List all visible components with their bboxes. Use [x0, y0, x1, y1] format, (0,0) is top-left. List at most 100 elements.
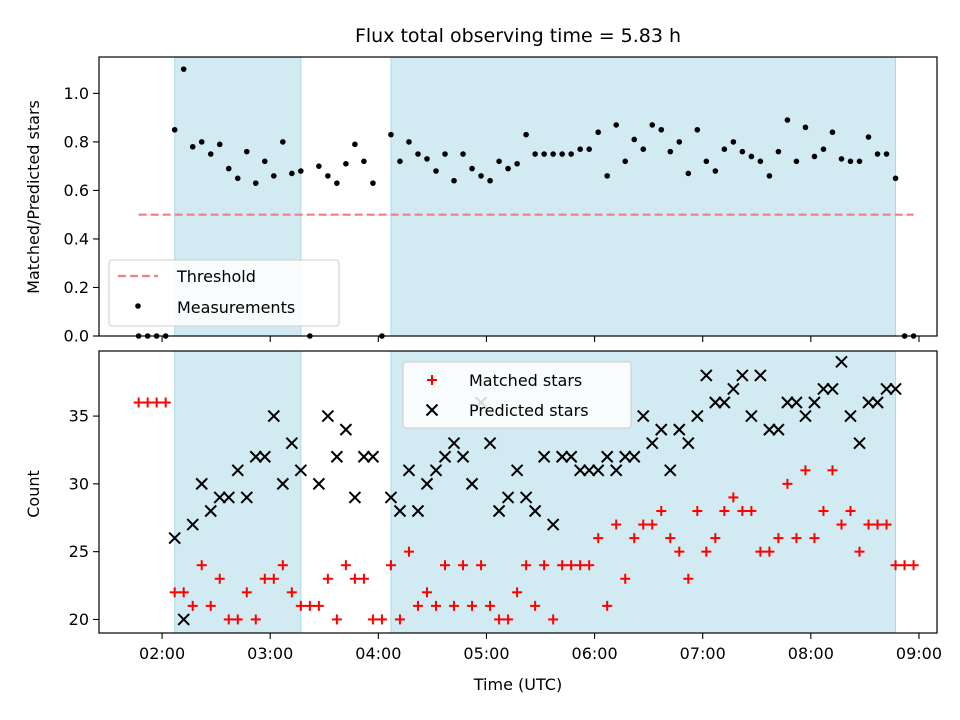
matched-star-point [656, 505, 667, 516]
measurement-point [757, 158, 764, 165]
matched-star-point [548, 614, 559, 625]
measurement-point [216, 141, 223, 148]
matched-star-point [539, 560, 550, 571]
measurement-point [424, 156, 430, 162]
matched-star-point [268, 573, 279, 584]
measurement-point [883, 151, 890, 157]
x-tick-label: 02:00 [139, 644, 185, 663]
measurement-point [487, 177, 493, 184]
matched-star-point [566, 560, 577, 571]
top-legend-box [108, 259, 340, 327]
measurement-point [640, 146, 647, 152]
measurement-point [568, 151, 574, 157]
predicted-star-point [727, 382, 740, 396]
legend-measurements-swatch [135, 303, 141, 309]
predicted-star-point [420, 477, 434, 491]
y-tick-label: 20 [69, 610, 89, 629]
measurement-point [189, 143, 196, 150]
predicted-star-point [700, 369, 713, 382]
measurement-point [198, 139, 205, 145]
predicted-star-point [492, 504, 506, 518]
predicted-star-point [393, 504, 407, 518]
matched-star-point [710, 533, 721, 544]
measurement-point [361, 158, 367, 165]
measurement-point [775, 148, 782, 155]
measurement-point [766, 173, 773, 179]
predicted-star-point [790, 396, 803, 409]
predicted-star-point [835, 355, 848, 369]
matched-star-point [782, 478, 793, 489]
matched-star-point [385, 560, 396, 571]
top-y-ticks: 0.0 0.2 0.4 0.6 0.8 1.0 [64, 84, 99, 346]
matched-star-point [241, 587, 252, 598]
predicted-star-point [501, 491, 515, 504]
measurement-point [469, 165, 475, 172]
matched-star-point [530, 600, 541, 611]
y-tick-label: 0.0 [64, 327, 89, 346]
measurement-point [802, 124, 809, 131]
matched-star-point [584, 560, 595, 571]
bottom-axes-frame [98, 350, 938, 634]
predicted-star-point [339, 423, 353, 436]
matched-star-point [701, 546, 712, 557]
predicted-star-point [691, 409, 704, 423]
matched-star-point [349, 573, 360, 584]
predicted-star-point [781, 396, 794, 409]
matched-star-point [854, 546, 865, 557]
y-tick-label: 30 [69, 474, 89, 493]
predicted-star-point [213, 491, 226, 504]
measurement-point [171, 126, 178, 133]
measurement-point [838, 156, 845, 162]
top-axes-frame [98, 56, 938, 337]
matched-star-point [809, 533, 820, 544]
matched-star-point [205, 600, 216, 611]
predicted-star-point [429, 464, 443, 477]
predicted-star-point [231, 464, 244, 477]
measurement-point [334, 180, 340, 186]
predicted-star-point [817, 382, 830, 396]
predicted-star-point [357, 450, 371, 463]
predicted-star-point [718, 396, 731, 409]
predicted-star-point [186, 518, 199, 531]
predicted-star-point [763, 423, 776, 436]
matched-star-point [890, 560, 901, 571]
measurement-point [712, 168, 719, 174]
matched-star-point [818, 505, 829, 516]
measurement-point [739, 148, 746, 155]
legend-predicted-label: Predicted stars [469, 401, 589, 420]
measurement-point [550, 151, 556, 157]
matched-star-point [214, 573, 225, 584]
legend-matched-swatch [427, 375, 437, 385]
measurement-point [676, 139, 683, 145]
measurement-point [721, 146, 728, 152]
matched-star-point [620, 573, 631, 584]
predicted-star-point [258, 450, 272, 463]
predicted-star-point [249, 450, 262, 463]
predicted-star-point [195, 477, 208, 491]
predicted-star-point [276, 477, 290, 491]
matched-star-point [827, 465, 838, 476]
matched-star-point [431, 600, 442, 611]
matched-star-point [394, 614, 405, 625]
matched-star-point [575, 560, 586, 571]
matched-star-point [160, 397, 171, 408]
top-shaded-intervals [174, 56, 897, 337]
predicted-star-point [709, 396, 722, 409]
predicted-star-point [619, 450, 632, 463]
matched-star-point [178, 587, 189, 598]
predicted-star-point [384, 491, 398, 504]
predicted-star-point [610, 464, 623, 477]
measurement-point [180, 66, 187, 72]
matched-star-point [593, 533, 604, 544]
top-y-axis-label: Matched/Predicted stars [24, 100, 43, 294]
measurement-point [225, 165, 232, 172]
matched-stars-points [133, 397, 919, 625]
predicted-star-point [564, 450, 578, 463]
matched-star-point [638, 519, 649, 530]
predicted-star-point [573, 464, 587, 477]
predicted-star-point [546, 518, 560, 531]
matched-star-point [232, 614, 243, 625]
measurement-point [784, 117, 791, 123]
measurement-point [496, 158, 502, 165]
x-tick-label: 08:00 [788, 644, 834, 663]
